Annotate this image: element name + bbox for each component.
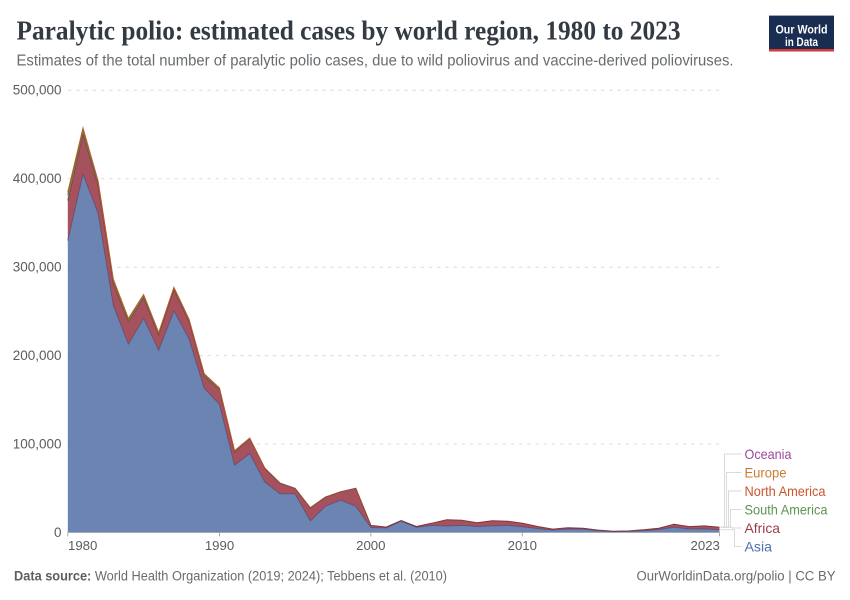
svg-text:South America: South America: [745, 501, 828, 517]
svg-text:2000: 2000: [356, 538, 385, 553]
svg-text:Data source: World Health Orga: Data source: World Health Organization (…: [14, 568, 447, 583]
svg-text:Oceania: Oceania: [745, 446, 792, 462]
svg-text:0: 0: [54, 525, 62, 540]
svg-text:100,000: 100,000: [13, 436, 62, 451]
svg-text:2010: 2010: [508, 538, 537, 553]
svg-text:Africa: Africa: [745, 520, 781, 536]
svg-text:Our World: Our World: [776, 24, 828, 37]
svg-text:Estimates of the total number: Estimates of the total number of paralyt…: [17, 53, 734, 70]
svg-text:1980: 1980: [68, 538, 97, 553]
svg-text:Paralytic polio: estimated cas: Paralytic polio: estimated cases by worl…: [17, 16, 681, 46]
svg-text:400,000: 400,000: [13, 171, 62, 186]
svg-text:500,000: 500,000: [13, 83, 62, 98]
svg-text:1990: 1990: [205, 538, 234, 553]
svg-text:Asia: Asia: [745, 538, 773, 554]
svg-text:2023: 2023: [691, 538, 720, 553]
svg-text:200,000: 200,000: [13, 348, 62, 363]
svg-text:OurWorldinData.org/polio | CC: OurWorldinData.org/polio | CC BY: [637, 568, 836, 583]
svg-text:Europe: Europe: [745, 464, 787, 480]
svg-text:300,000: 300,000: [13, 260, 62, 275]
svg-text:North America: North America: [745, 483, 826, 499]
svg-text:in Data: in Data: [785, 36, 818, 49]
